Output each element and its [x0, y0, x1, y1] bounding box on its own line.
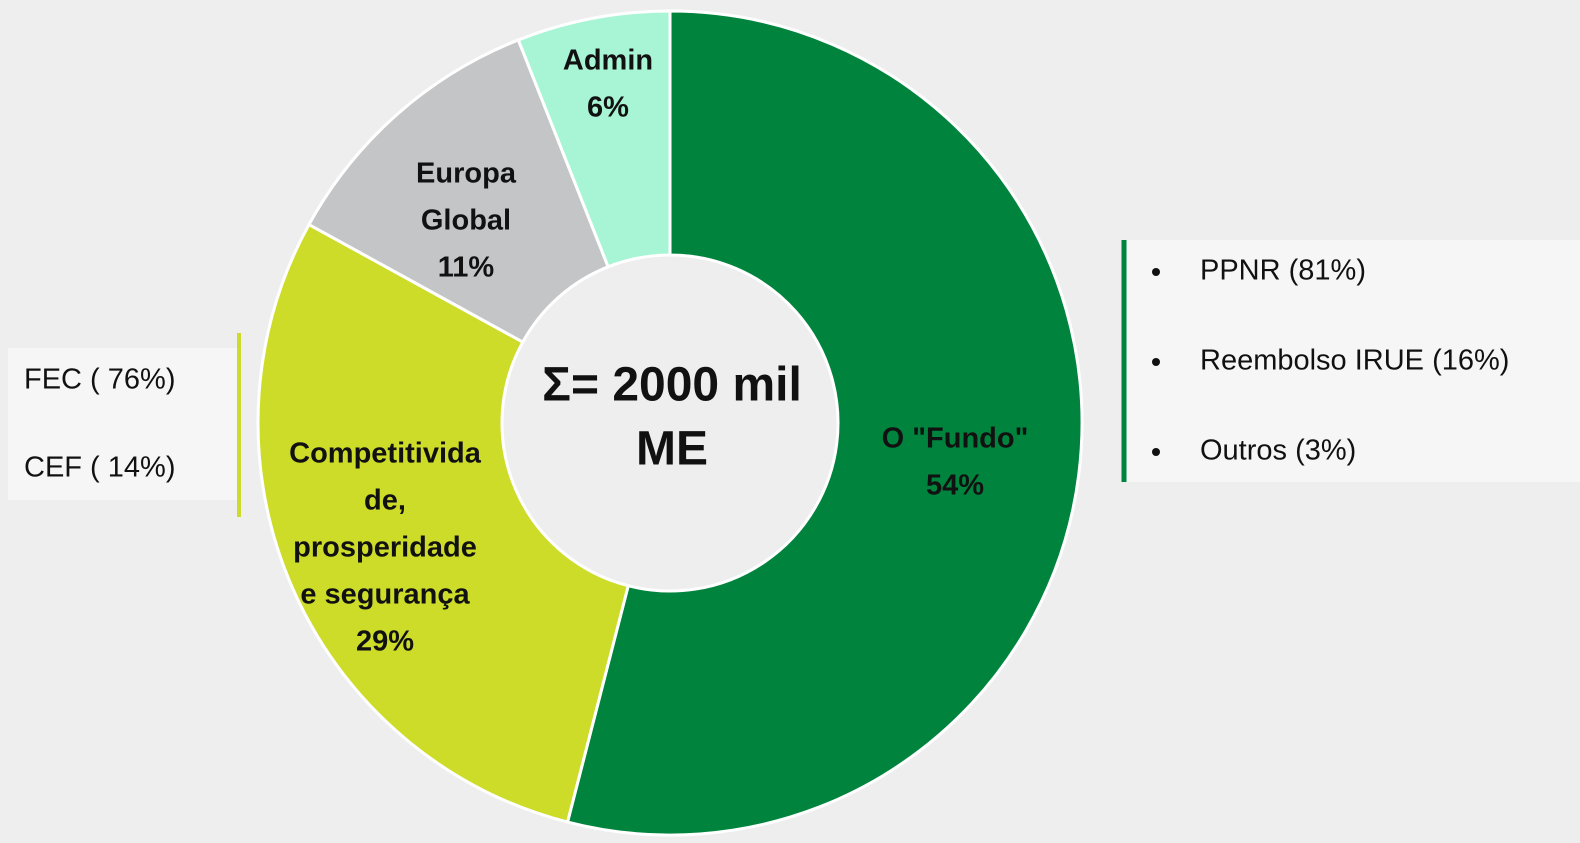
slice-label: de, [364, 485, 406, 517]
value-label: 29% [356, 626, 414, 658]
left-note-box [8, 348, 238, 500]
slice [565, 9, 1084, 837]
bullet [1152, 268, 1160, 276]
slice-label: Competitivida [289, 438, 482, 470]
value-label: 6% [587, 92, 629, 124]
right-note: PPNR (81%) [1200, 255, 1366, 287]
slice-label: Admin [563, 45, 653, 77]
left-note: CEF ( 14%) [24, 452, 175, 484]
center-text: Σ= 2000 mil [542, 359, 802, 412]
slice [256, 222, 631, 824]
bullet [1152, 358, 1160, 366]
right-note: Outros (3%) [1200, 435, 1356, 467]
value-label: 11% [438, 252, 495, 284]
slice-label: prosperidade [293, 532, 477, 564]
value-label: 54% [926, 470, 984, 502]
slice [306, 37, 611, 345]
right-note-box [1124, 240, 1580, 482]
slice [516, 9, 672, 269]
left-note: FEC ( 76%) [24, 364, 175, 396]
right-note: Reembolso IRUE (16%) [1200, 345, 1509, 377]
slice-label: e segurança [300, 579, 470, 611]
slice-label: Global [421, 205, 511, 237]
slice-label: O "Fundo" [882, 423, 1029, 455]
bullet [1152, 448, 1160, 456]
center-text: ME [636, 423, 708, 476]
slice-label: Europa [416, 158, 517, 190]
